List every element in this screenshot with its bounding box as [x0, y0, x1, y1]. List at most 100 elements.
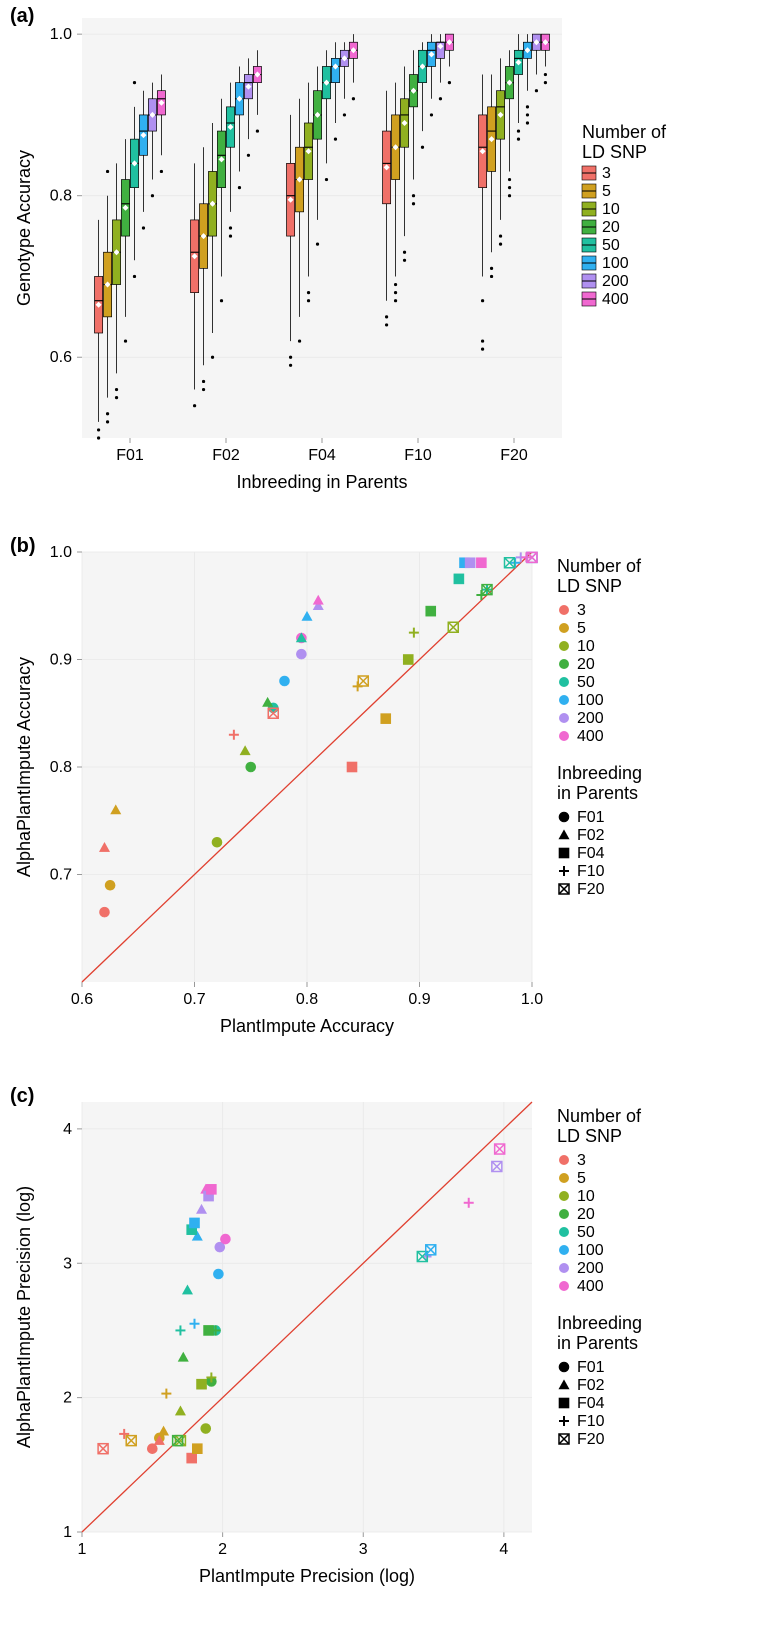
panel-b: 0.6 0.7 0.8 0.9 1.0 0.7 0.8 0.9 1.0 PlantImpute A… [0, 530, 774, 1060]
y-tick-label: 1.0 [50, 26, 72, 43]
legend-label: F20 [577, 1431, 605, 1448]
x-tick-label: 2 [218, 1541, 227, 1558]
legend-label: 10 [577, 1188, 595, 1205]
y-axis-label: AlphaPlantImpute Precision (log) [14, 1186, 34, 1448]
legend-label: 3 [602, 165, 611, 182]
legend-swatch [559, 695, 569, 705]
legend-label: 400 [602, 291, 629, 308]
panel-c: 1 2 3 4 1 2 3 4 PlantImpute Precision (log) Alpha… [0, 1080, 774, 1610]
legend-title: in Parents [557, 783, 638, 803]
legend-label: 20 [577, 1206, 595, 1223]
legend-swatch [559, 677, 569, 687]
y-tick-label: 1 [63, 1524, 72, 1541]
x-tick-label: F01 [116, 447, 144, 464]
legend-swatch [559, 641, 569, 651]
legend-swatch [559, 605, 569, 615]
y-tick-label: 0.8 [50, 759, 72, 776]
legend-swatch [559, 659, 569, 669]
legend-label: 5 [602, 183, 611, 200]
y-axis-label: Genotype Accuracy [14, 150, 34, 306]
legend-title: LD SNP [557, 1126, 622, 1146]
legend-label: 10 [577, 638, 595, 655]
x-tick-label: 0.9 [408, 991, 430, 1008]
y-tick-label: 0.9 [50, 652, 72, 669]
legend-swatch [559, 713, 569, 723]
legend-label: 400 [577, 728, 604, 745]
scatter-accuracy-chart: 0.6 0.7 0.8 0.9 1.0 0.7 0.8 0.9 1.0 PlantImpute A… [0, 530, 774, 1060]
legend-label: 200 [577, 710, 604, 727]
x-axis-label: PlantImpute Precision (log) [199, 1566, 415, 1586]
legend-swatch [559, 1281, 569, 1291]
legend-swatch [559, 1173, 569, 1183]
y-tick-label: 0.6 [50, 349, 72, 366]
legend-label: 400 [577, 1278, 604, 1295]
legend-label: F04 [577, 845, 605, 862]
x-tick-label: F02 [212, 447, 240, 464]
legend-label: 5 [577, 1170, 586, 1187]
legend-label: F10 [577, 863, 605, 880]
legend-swatch [559, 1263, 569, 1273]
x-tick-label: F04 [308, 447, 336, 464]
panel-label: (b) [10, 535, 36, 557]
legend-label: 100 [577, 692, 604, 709]
x-tick-label: 0.7 [183, 991, 205, 1008]
x-tick-label: 0.8 [296, 991, 318, 1008]
y-tick-label: 1.0 [50, 544, 72, 561]
legend-label: F02 [577, 827, 605, 844]
x-tick-label: 1.0 [521, 991, 543, 1008]
legend-title: Number of [557, 1106, 642, 1126]
panel-label: (a) [10, 5, 34, 27]
x-axis-label: PlantImpute Accuracy [220, 1016, 394, 1036]
panel-label: (c) [10, 1085, 34, 1107]
legend-label: 200 [577, 1260, 604, 1277]
x-tick-label: F10 [404, 447, 432, 464]
legend-label: F02 [577, 1377, 605, 1394]
x-axis-label: Inbreeding in Parents [236, 472, 407, 492]
legend-title: Inbreeding [557, 1313, 642, 1333]
x-tick-label: 1 [78, 1541, 87, 1558]
legend-label: 5 [577, 620, 586, 637]
x-tick-label: 4 [499, 1541, 508, 1558]
legend-title: Number of [557, 556, 642, 576]
legend-title: in Parents [557, 1333, 638, 1353]
legend-label: 50 [577, 674, 595, 691]
legend-label: 3 [577, 1152, 586, 1169]
legend-swatch [559, 731, 569, 741]
y-tick-label: 0.8 [50, 188, 72, 205]
legend-label: F10 [577, 1413, 605, 1430]
y-tick-label: 2 [63, 1390, 72, 1407]
legend-label: F04 [577, 1395, 605, 1412]
y-tick-label: 4 [63, 1121, 72, 1138]
legend-title: Inbreeding [557, 763, 642, 783]
legend-swatch [559, 1191, 569, 1201]
x-tick-label: 3 [359, 1541, 368, 1558]
panel-a: 0.6 0.8 1.0 F01 F02 F04 F10 F20 Inbreeding in Pa… [0, 0, 774, 510]
legend-title: LD SNP [582, 142, 647, 162]
y-axis-label: AlphaPlantImpute Accuracy [14, 657, 34, 877]
x-tick-label: 0.6 [71, 991, 93, 1008]
legend-label: 50 [602, 237, 620, 254]
y-tick-label: 0.7 [50, 867, 72, 884]
legend-swatch [559, 623, 569, 633]
legend-swatch [559, 1245, 569, 1255]
legend-label: 100 [602, 255, 629, 272]
legend-swatch [559, 1209, 569, 1219]
legend-label: F01 [577, 1359, 605, 1376]
y-tick-label: 3 [63, 1255, 72, 1272]
x-tick-label: F20 [500, 447, 528, 464]
legend-swatch [559, 1155, 569, 1165]
legend-label: 50 [577, 1224, 595, 1241]
legend-label: 20 [577, 656, 595, 673]
legend-label: F20 [577, 881, 605, 898]
legend-label: F01 [577, 809, 605, 826]
legend-label: 3 [577, 602, 586, 619]
boxplot-chart: 0.6 0.8 1.0 F01 F02 F04 F10 F20 Inbreeding in Pa… [0, 0, 774, 510]
legend-swatch [559, 1227, 569, 1237]
legend-label: 20 [602, 219, 620, 236]
scatter-precision-chart: 1 2 3 4 1 2 3 4 PlantImpute Precision (log) Alpha… [0, 1080, 774, 1610]
legend-title: Number of [582, 122, 667, 142]
legend-label: 200 [602, 273, 629, 290]
legend-title: LD SNP [557, 576, 622, 596]
legend-label: 100 [577, 1242, 604, 1259]
legend-label: 10 [602, 201, 620, 218]
